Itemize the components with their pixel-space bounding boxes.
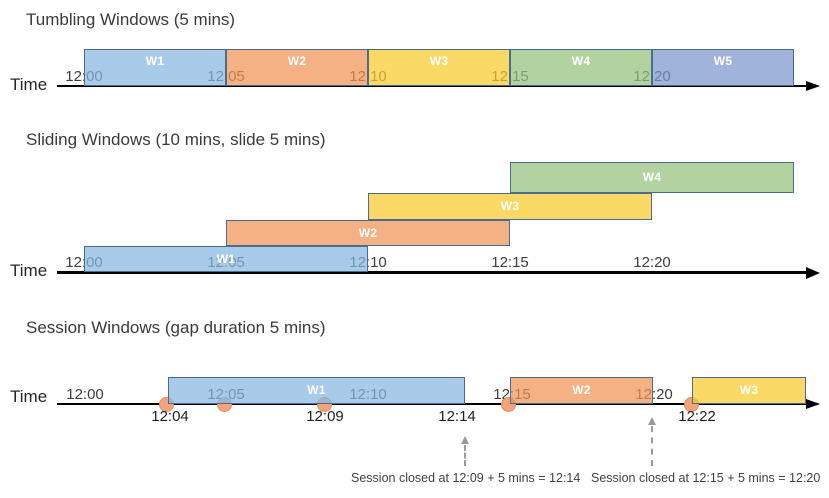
session-tick-label: 12:00 [66, 386, 104, 403]
session-time-axis-label: Time [10, 387, 48, 406]
sliding-window-w4: W4 [510, 162, 794, 193]
window-label: W1 [145, 54, 165, 68]
event-time-label: 12:04 [151, 408, 189, 425]
tumbling-window-w2: W2 [226, 49, 368, 86]
sliding-tick-label: 12:15 [491, 254, 529, 271]
session-window-w2: W2 [510, 377, 653, 404]
window-label: W4 [642, 170, 662, 184]
sliding-window-w2: W2 [226, 220, 510, 246]
window-label: W4 [571, 54, 591, 68]
session-annotation: Session closed at 12:15 + 5 mins = 12:20 [591, 471, 821, 485]
session-window-w1: W1 [168, 377, 465, 404]
tumbling-window-w5: W5 [652, 49, 794, 86]
window-label: W3 [739, 383, 759, 397]
window-label: W2 [287, 54, 307, 68]
callout-arrow-up-icon [648, 417, 656, 425]
tumbling-time-axis-label: Time [10, 75, 48, 94]
tumbling-axis-arrowhead-icon [806, 81, 820, 91]
callout-arrow-up-icon [461, 436, 469, 444]
sliding-section-title: Sliding Windows (10 mins, slide 5 mins) [26, 130, 326, 149]
window-label: W2 [572, 383, 591, 397]
window-label: W1 [216, 251, 236, 266]
session-section-title: Session Windows (gap duration 5 mins) [26, 318, 326, 337]
event-time-label: 12:14 [438, 408, 476, 425]
sliding-window-w3: W3 [368, 193, 652, 220]
tumbling-window-w1: W1 [84, 49, 226, 86]
window-label: W3 [429, 54, 449, 68]
session-annotation: Session closed at 12:09 + 5 mins = 12:14 [351, 471, 581, 485]
callout-arrow-stem [464, 445, 466, 466]
sliding-time-axis [57, 271, 807, 274]
sliding-window-w1: W1 [84, 246, 368, 272]
session-window-w3: W3 [692, 377, 806, 404]
session-axis-arrowhead-icon [806, 399, 820, 409]
sliding-time-axis-label: Time [10, 261, 48, 280]
window-label: W2 [358, 225, 378, 240]
window-label: W5 [713, 54, 733, 68]
event-time-label: 12:22 [678, 408, 716, 425]
tumbling-section-title: Tumbling Windows (5 mins) [26, 10, 236, 29]
callout-arrow-stem [651, 426, 653, 466]
window-label: W1 [307, 383, 326, 397]
tumbling-window-w4: W4 [510, 49, 652, 86]
tumbling-time-axis [57, 85, 807, 87]
window-label: W3 [500, 199, 520, 213]
event-time-label: 12:09 [306, 408, 344, 425]
tumbling-window-w3: W3 [368, 49, 510, 86]
sliding-tick-label: 12:20 [633, 254, 671, 271]
sliding-axis-arrowhead-icon [806, 267, 820, 279]
session-time-axis [57, 403, 807, 405]
